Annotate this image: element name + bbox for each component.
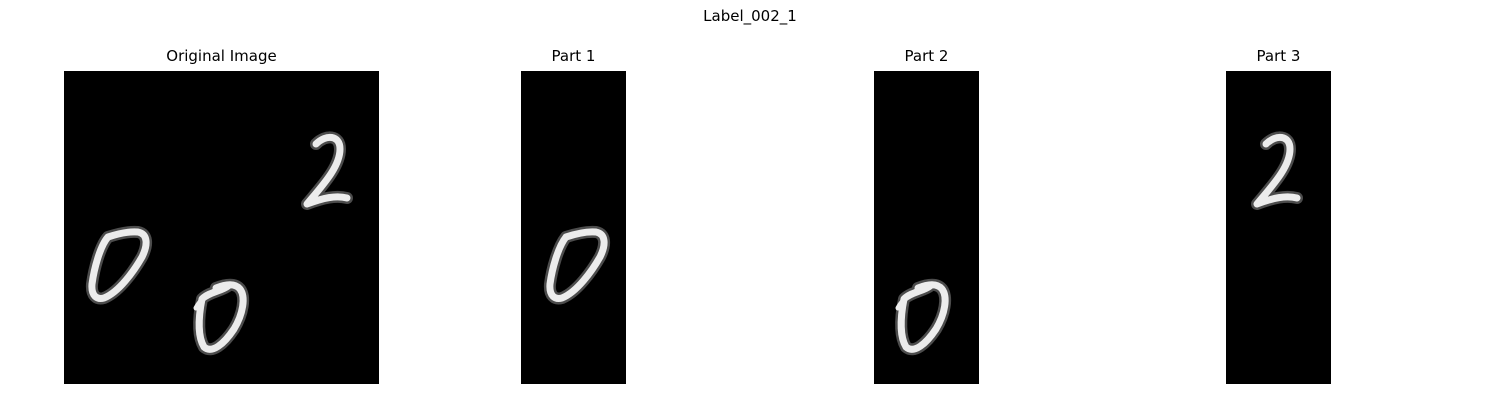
- digit-0-left: [85, 225, 153, 305]
- panel-title-part-2: Part 2: [904, 47, 949, 65]
- part-3-canvas: [1251, 131, 1303, 210]
- digit-2-right: [301, 131, 353, 210]
- part-1-image: [521, 71, 626, 384]
- part-3-image: [1226, 71, 1331, 384]
- panel-title-original-image: Original Image: [166, 47, 277, 65]
- panel-title-part-1: Part 1: [551, 47, 596, 65]
- original-image-canvas: [85, 131, 353, 356]
- digit-0-middle: [193, 278, 250, 356]
- panel-title-part-3: Part 3: [1256, 47, 1301, 65]
- digit-0: [543, 225, 611, 305]
- part-2-image: [874, 71, 979, 384]
- original-image: [64, 71, 379, 384]
- part-1-canvas: [543, 225, 611, 305]
- part-2-canvas: [895, 278, 952, 356]
- figure-title: Label_002_1: [703, 7, 797, 25]
- digit-0: [895, 278, 952, 356]
- digit-2: [1251, 131, 1303, 210]
